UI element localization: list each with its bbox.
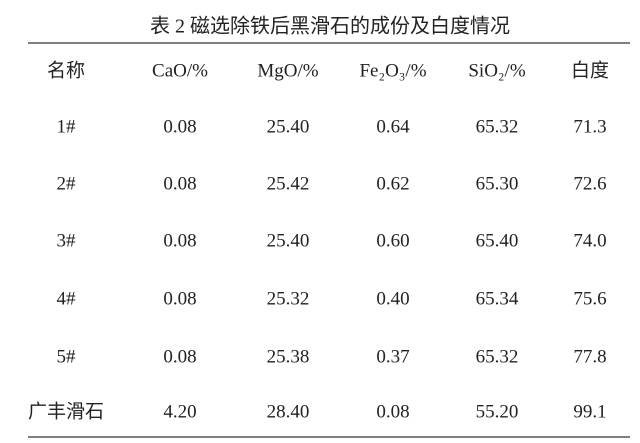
table-title: 表 2 磁选除铁后黑滑石的成份及白度情况 [150,15,510,38]
table-cell: 72.6 [573,173,606,194]
header-cell: Fe₂O₃/% [359,60,426,81]
table-cell: 0.40 [376,288,409,309]
table-cell: 25.32 [267,288,310,309]
header-cell: CaO/% [152,60,208,81]
table-cell: 0.08 [163,116,196,137]
header-cell: SiO₂/% [468,60,525,81]
table-cell: 0.60 [376,230,409,251]
header-cell: 名称 [47,59,85,81]
table-cell: 65.32 [476,346,519,367]
table-cell: 55.20 [476,401,519,422]
table-cell: 75.6 [573,288,606,309]
table-cell: 71.3 [573,116,606,137]
table-cell: 25.40 [267,116,310,137]
table-cell: 2# [57,173,77,194]
table-cell: 25.38 [267,346,310,367]
table-cell: 65.32 [476,116,519,137]
table-cell: 0.64 [376,116,410,137]
table-cell: 99.1 [573,401,606,422]
header-cell: 白度 [571,59,609,81]
table-cell: 25.40 [267,230,310,251]
table-cell: 65.40 [476,230,519,251]
table-cell: 25.42 [267,173,310,194]
table-cell: 28.40 [267,401,310,422]
table-cell: 0.37 [376,346,409,367]
table-cell: 0.08 [376,401,409,422]
header-cell: MgO/% [257,60,318,81]
table-cell: 77.8 [573,346,606,367]
table-cell: 1# [57,116,77,137]
table-cell: 65.30 [476,173,519,194]
table-cell: 0.08 [163,346,196,367]
table-cell: 74.0 [573,230,606,251]
table-cell: 0.62 [376,173,409,194]
table-cell: 0.08 [163,230,196,251]
table-cell: 4# [57,288,77,309]
table-cell: 65.34 [476,288,519,309]
table-cell: 5# [57,346,77,367]
table-cell: 0.08 [163,288,196,309]
table-cell: 4.20 [163,401,196,422]
table-cell: 3# [57,230,77,251]
table-cell: 广丰滑石 [28,400,104,422]
table-cell: 0.08 [163,173,196,194]
